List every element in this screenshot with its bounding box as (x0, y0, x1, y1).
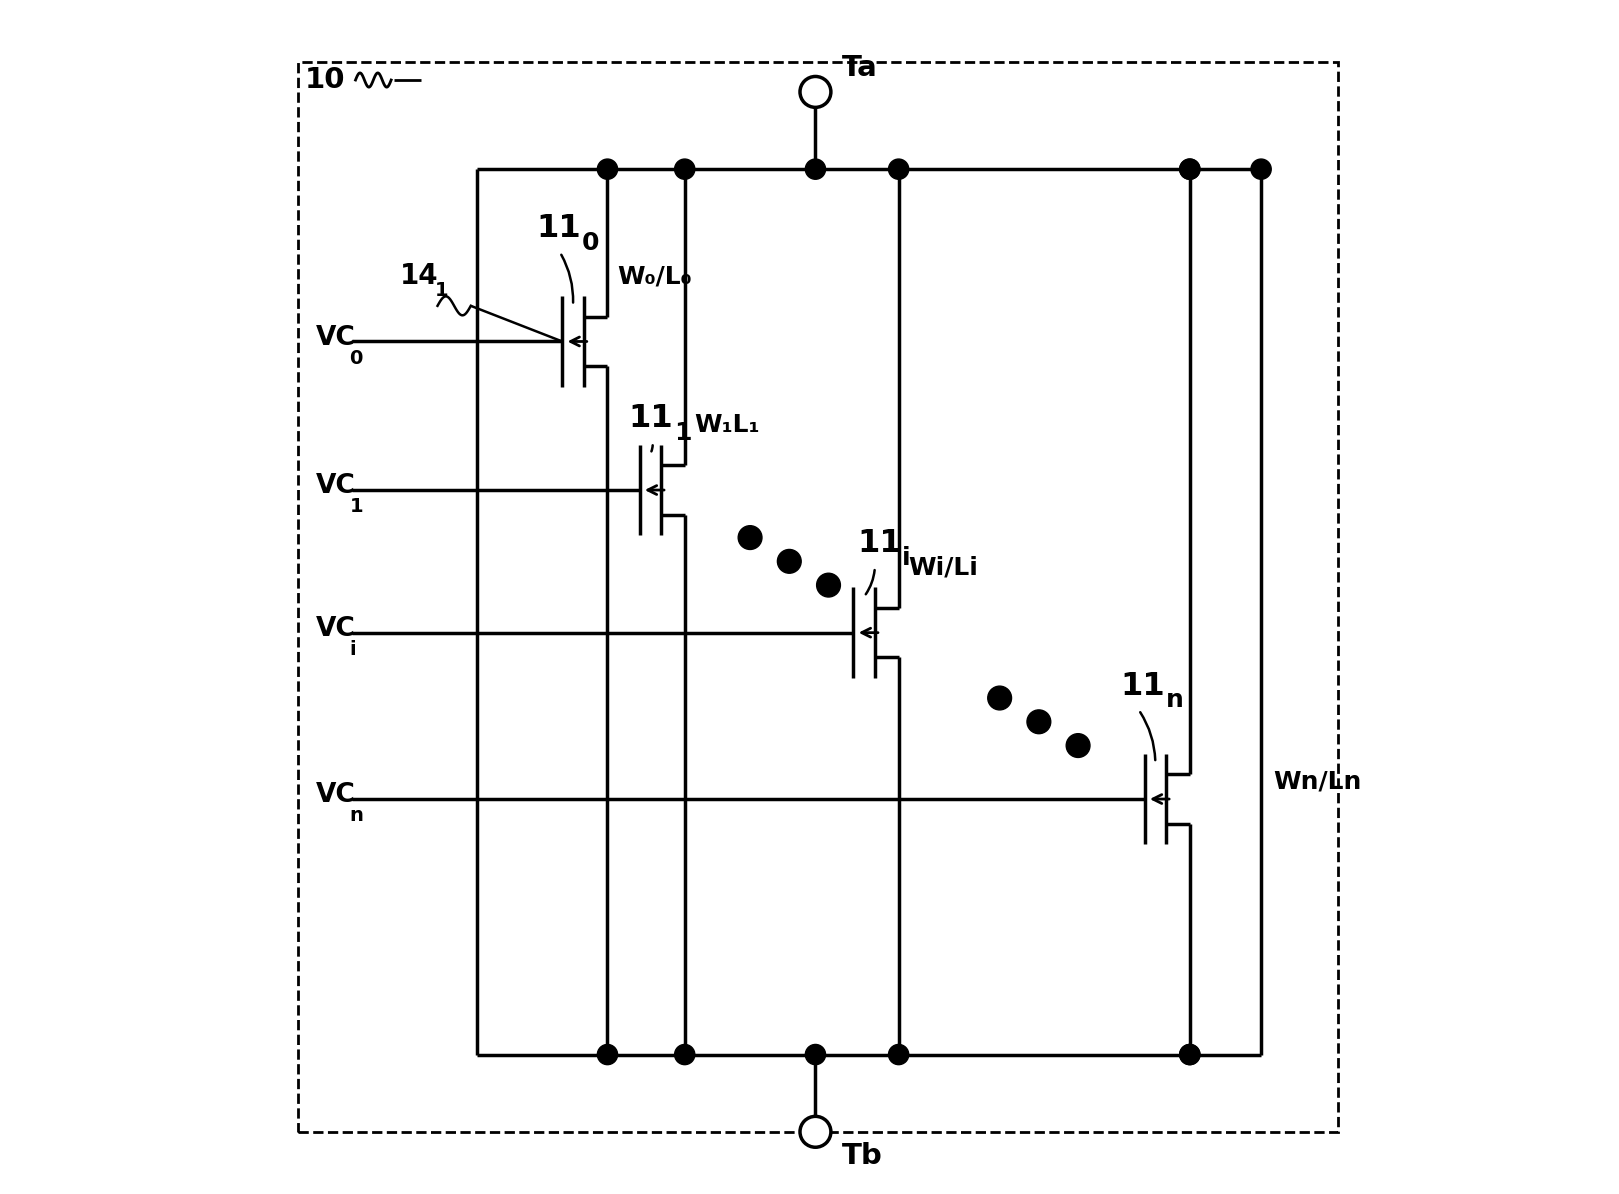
Circle shape (988, 687, 1012, 710)
Text: Wn/Ln: Wn/Ln (1273, 769, 1362, 793)
Text: n: n (1166, 689, 1183, 713)
Text: VC: VC (316, 325, 356, 351)
Text: VC: VC (316, 782, 356, 808)
Circle shape (816, 573, 840, 597)
Circle shape (1180, 159, 1200, 179)
Text: 0: 0 (350, 349, 363, 368)
Circle shape (805, 1045, 826, 1065)
Circle shape (889, 1045, 908, 1065)
Text: 0: 0 (581, 230, 599, 254)
Text: W₀/L₀: W₀/L₀ (617, 264, 691, 288)
Circle shape (889, 159, 908, 179)
Text: VC: VC (316, 616, 356, 642)
Circle shape (800, 1116, 831, 1147)
Circle shape (1251, 159, 1271, 179)
Bar (298, 62, 1339, 1132)
Text: 11: 11 (628, 404, 674, 435)
Circle shape (675, 1045, 695, 1065)
Circle shape (1026, 710, 1051, 733)
Circle shape (597, 159, 617, 179)
Circle shape (1180, 1045, 1200, 1065)
Text: 10: 10 (304, 66, 345, 94)
Text: 1: 1 (674, 421, 691, 445)
Text: i: i (902, 546, 911, 570)
Text: 1: 1 (350, 497, 363, 516)
Circle shape (738, 525, 763, 549)
Text: Ta: Ta (842, 54, 877, 82)
Circle shape (1067, 733, 1090, 757)
Circle shape (800, 76, 831, 107)
Circle shape (805, 159, 826, 179)
Text: i: i (350, 640, 356, 659)
Text: VC: VC (316, 474, 356, 499)
Text: 1: 1 (436, 281, 448, 300)
Circle shape (1180, 159, 1200, 179)
Text: Wi/Li: Wi/Li (908, 555, 978, 579)
Text: 11: 11 (1120, 671, 1166, 702)
Text: 11: 11 (856, 528, 902, 559)
Text: W₁L₁: W₁L₁ (695, 413, 759, 437)
Circle shape (1180, 1045, 1200, 1065)
Text: Tb: Tb (842, 1141, 882, 1170)
Circle shape (597, 1045, 617, 1065)
Text: 11: 11 (536, 213, 581, 244)
Circle shape (675, 159, 695, 179)
Text: n: n (350, 806, 363, 825)
Text: 14: 14 (400, 263, 439, 290)
Circle shape (777, 549, 801, 573)
